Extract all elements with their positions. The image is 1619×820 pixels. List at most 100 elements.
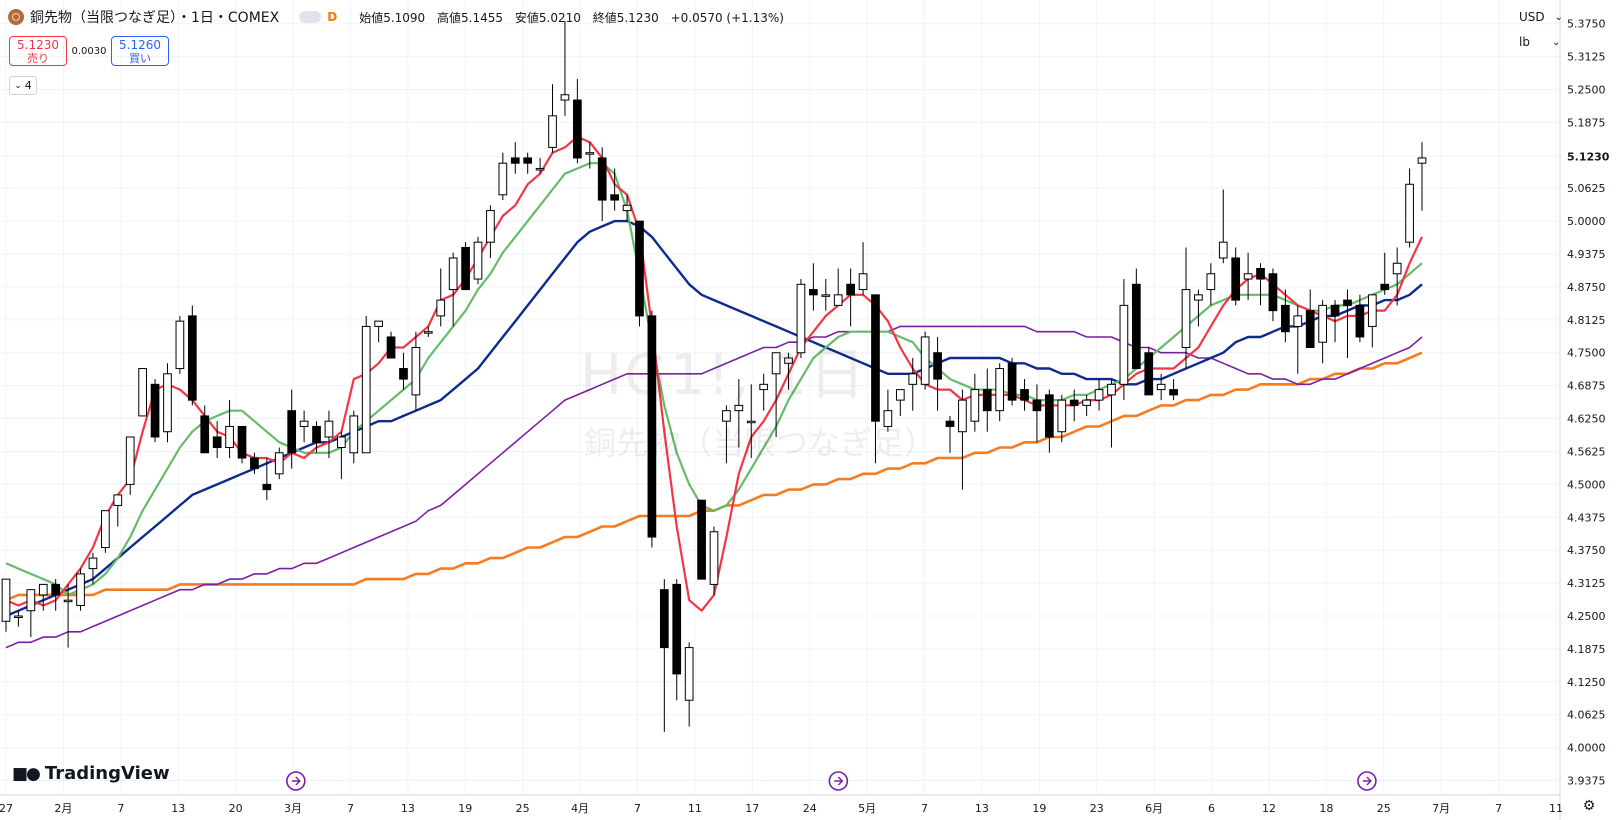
- candle: [647, 310, 657, 548]
- candle: [76, 568, 85, 611]
- current-price-badge: [1561, 147, 1619, 166]
- candle-body: [349, 415, 359, 454]
- indicators-toggle-button[interactable]: ⌄ 4: [9, 76, 37, 95]
- time-tick-label: 17: [745, 802, 759, 815]
- candle-body: [299, 420, 309, 427]
- candle: [38, 583, 48, 611]
- currency-selector[interactable]: USD ⌄: [1519, 10, 1563, 24]
- price-tick-label: 4.3750: [1567, 544, 1606, 557]
- candle-body: [1181, 289, 1191, 348]
- candle: [1206, 263, 1216, 306]
- candle: [1057, 394, 1067, 443]
- candle-body: [1069, 399, 1079, 406]
- candle-body: [883, 410, 893, 427]
- candle: [920, 331, 930, 390]
- currency-label: USD: [1519, 10, 1545, 24]
- event-marker-icon[interactable]: [1357, 771, 1377, 791]
- candle-body: [63, 599, 73, 603]
- candle: [833, 268, 843, 306]
- copper-symbol-icon: [8, 9, 24, 25]
- candle: [597, 147, 607, 222]
- candle-body: [771, 352, 781, 375]
- candle-body: [1256, 268, 1265, 280]
- candle-body: [337, 436, 346, 449]
- candle-body: [597, 157, 607, 201]
- unit-selector[interactable]: lb ⌄: [1519, 35, 1560, 49]
- candle: [821, 279, 831, 311]
- candle-body: [1417, 157, 1427, 164]
- gear-icon[interactable]: ⚙: [1582, 798, 1596, 814]
- candle-body: [1218, 241, 1228, 259]
- time-tick-label: 6: [1208, 802, 1215, 815]
- candle: [635, 220, 644, 327]
- tradingview-logo[interactable]: ■● TradingView: [12, 763, 170, 784]
- candle-body: [672, 583, 682, 675]
- watermark-symbol: HG1!, 1日: [580, 343, 867, 408]
- candle-body: [560, 94, 570, 101]
- candle-body: [759, 383, 769, 391]
- chart-header: 銅先物（当限つなぎ足）・1日・COMEX D 始値5.1090 高値5.1455…: [8, 6, 784, 28]
- candle: [846, 268, 855, 327]
- ohlc-readout: 始値5.1090 高値5.1455 安値5.0210 終値5.1230 +0.0…: [359, 9, 784, 26]
- time-tick-label: 19: [1032, 802, 1046, 815]
- candle-body: [262, 483, 272, 491]
- low-value: 5.0210: [538, 10, 581, 25]
- sell-button[interactable]: 5.1230 売り: [9, 36, 67, 66]
- event-marker-arrow: [1362, 776, 1372, 786]
- candle-body: [908, 373, 918, 385]
- candle: [796, 279, 806, 359]
- candle: [883, 389, 893, 432]
- candle-body: [1119, 304, 1129, 385]
- candle: [684, 642, 694, 727]
- candle: [88, 552, 98, 585]
- price-tick-label: 5.0625: [1567, 182, 1606, 195]
- time-tick-label: 2月: [54, 802, 72, 815]
- candle: [299, 410, 309, 443]
- candle: [1007, 358, 1017, 406]
- buy-button[interactable]: 5.1260 買い: [111, 36, 169, 66]
- event-marker-icon[interactable]: [828, 771, 849, 791]
- candle: [461, 242, 470, 291]
- candle-body: [1293, 315, 1303, 327]
- change-value: +0.0570 (+1.13%): [670, 10, 784, 25]
- candle: [746, 384, 756, 459]
- candle-body: [187, 315, 197, 401]
- time-tick-label: 13: [171, 802, 185, 815]
- time-tick-label: 13: [401, 802, 415, 815]
- time-tick-label: 25: [1377, 802, 1391, 815]
- candle-body: [1057, 399, 1067, 433]
- candle: [1, 578, 11, 632]
- candle-body: [237, 425, 247, 459]
- candle-body: [1032, 399, 1042, 412]
- candle-body: [448, 257, 458, 291]
- candle-body: [498, 162, 508, 196]
- candle: [858, 242, 868, 295]
- candle-body: [523, 157, 533, 164]
- candle: [1119, 279, 1129, 401]
- candle-body: [76, 573, 85, 606]
- candle-body: [722, 410, 731, 422]
- price-tick-label: 4.8750: [1567, 281, 1606, 294]
- candle-body: [871, 294, 880, 422]
- event-marker-icon[interactable]: [286, 771, 306, 791]
- price-tick-label: 4.7500: [1567, 347, 1606, 360]
- candle-body: [833, 294, 843, 306]
- candle-body: [734, 404, 744, 412]
- delayed-data-badge[interactable]: D: [327, 10, 338, 24]
- candle: [175, 315, 185, 374]
- candle-body: [1281, 304, 1290, 333]
- candle-body: [1318, 304, 1327, 343]
- candle: [1156, 373, 1166, 401]
- candle-body: [150, 383, 160, 438]
- candle-body: [1, 578, 11, 622]
- spread-value: 0.0030: [71, 45, 107, 57]
- candle-body: [225, 425, 234, 449]
- candle: [399, 352, 408, 390]
- symbol-title[interactable]: 銅先物（当限つなぎ足）・1日・COMEX: [30, 10, 280, 26]
- price-tick-label: 4.0625: [1567, 709, 1606, 722]
- visibility-toggle[interactable]: [299, 11, 322, 23]
- candle: [1293, 305, 1303, 374]
- candle-body: [473, 241, 483, 280]
- candle-body: [610, 194, 619, 201]
